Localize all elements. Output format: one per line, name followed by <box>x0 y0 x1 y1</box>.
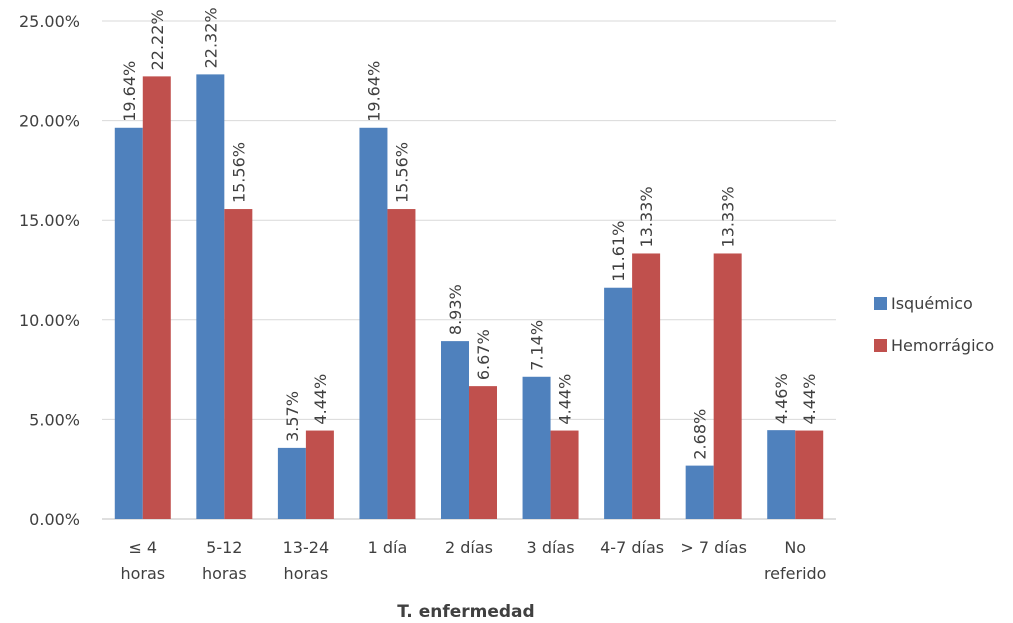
legend-swatch-isquemico <box>874 296 887 310</box>
bar-hemorragico <box>795 430 824 519</box>
bar-isquemico <box>277 447 306 519</box>
legend-item-hemorragico: Hemorrágico <box>874 334 994 356</box>
x-category-label: referido <box>764 564 827 583</box>
y-tick-label: 0.00% <box>29 510 80 529</box>
bar-hemorragico <box>469 386 497 519</box>
x-category-label: 3 días <box>527 538 575 557</box>
bar-hemorragico <box>713 253 742 519</box>
bar-hemorragico <box>224 209 253 519</box>
bar-isquemico <box>685 465 714 519</box>
bar-isquemico <box>196 74 225 520</box>
y-tick-label: 25.00% <box>19 12 80 31</box>
bar-hemorragico <box>142 76 171 520</box>
bar-hemorragico <box>387 209 416 519</box>
x-category-label: horas <box>120 564 165 583</box>
data-label: 19.64% <box>120 61 139 122</box>
data-label: 4.44% <box>556 374 575 425</box>
legend: Isquémico Hemorrágico <box>874 292 994 376</box>
x-category-label: > 7 días <box>680 538 747 557</box>
bar-isquemico <box>767 430 796 519</box>
bar-isquemico <box>441 341 469 519</box>
data-labels: 19.64% 22.22% 22.32% 15.56% 3.57% 4.44% 19.64%… <box>120 7 819 459</box>
legend-item-isquemico: Isquémico <box>874 292 994 314</box>
x-category-label: horas <box>202 564 247 583</box>
data-label: 13.33% <box>637 186 656 247</box>
y-axis-ticks: 0.00% 5.00% 10.00% 15.00% 20.00% 25.00% <box>19 12 80 529</box>
data-label: 2.68% <box>691 409 710 460</box>
bar-hemorragico <box>632 253 661 519</box>
y-tick-label: 5.00% <box>29 410 80 429</box>
bars <box>114 74 824 520</box>
data-label: 15.56% <box>392 142 411 203</box>
data-label: 3.57% <box>283 391 302 442</box>
y-tick-label: 10.00% <box>19 311 80 330</box>
legend-label-hemorragico: Hemorrágico <box>891 335 995 355</box>
data-label: 22.22% <box>148 9 167 70</box>
legend-label-isquemico: Isquémico <box>891 293 973 313</box>
x-axis-categories: ≤ 4 horas 5-12 horas 13-24 horas 1 día 2 días 3 … <box>120 538 826 583</box>
x-category-label: horas <box>284 564 329 583</box>
data-label: 13.33% <box>719 186 738 247</box>
x-category-label: 13-24 <box>283 538 330 557</box>
x-category-label: 5-12 <box>206 538 242 557</box>
data-label: 4.44% <box>800 374 819 425</box>
bar-hemorragico <box>550 430 579 519</box>
data-label: 8.93% <box>446 284 465 335</box>
legend-swatch-hemorragico <box>874 338 887 352</box>
y-tick-label: 20.00% <box>19 112 80 131</box>
x-category-label: 2 días <box>445 538 493 557</box>
x-category-label: 1 día <box>368 538 408 557</box>
y-tick-label: 15.00% <box>19 211 80 230</box>
data-label: 4.46% <box>772 373 791 424</box>
data-label: 15.56% <box>229 142 248 203</box>
data-label: 22.32% <box>201 7 220 68</box>
data-label: 4.44% <box>311 374 330 425</box>
bar-isquemico <box>604 287 633 519</box>
x-axis-title: T. enfermedad <box>397 602 534 622</box>
data-label: 19.64% <box>364 61 383 122</box>
x-category-label: No <box>784 538 806 557</box>
data-label: 6.67% <box>474 329 493 380</box>
bar-isquemico <box>359 127 388 519</box>
x-category-label: 4-7 días <box>600 538 664 557</box>
bar-isquemico <box>522 376 551 519</box>
data-label: 11.61% <box>609 221 628 282</box>
bar-hemorragico <box>305 430 334 519</box>
data-label: 7.14% <box>528 320 547 371</box>
x-category-label: ≤ 4 <box>128 538 157 557</box>
bar-isquemico <box>114 127 143 519</box>
